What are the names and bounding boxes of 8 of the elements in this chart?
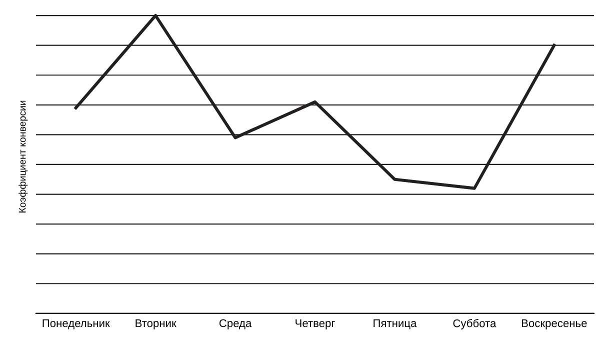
y-axis-title: Коэффициент конверсии	[18, 100, 28, 212]
x-tick-label: Пятница	[374, 319, 417, 330]
x-tick-label: Среда	[219, 319, 252, 330]
x-tick-label: Четверг	[296, 319, 335, 330]
x-tick-label: Суббота	[453, 318, 496, 330]
x-tick-label: Воскресенье	[522, 319, 587, 330]
x-tick-label: Понедельник	[42, 319, 110, 330]
x-tick-label: Вторник	[136, 319, 176, 330]
